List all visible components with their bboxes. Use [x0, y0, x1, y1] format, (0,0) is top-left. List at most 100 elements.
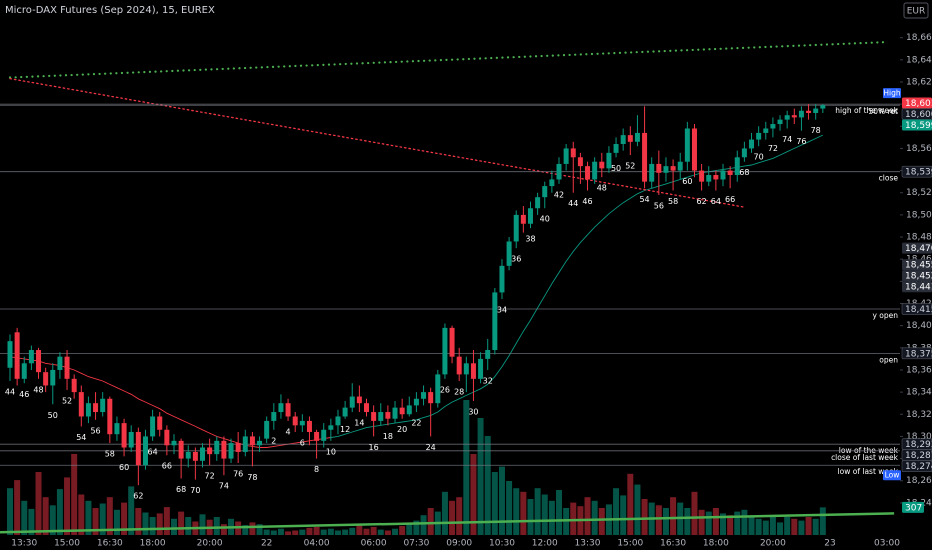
volume-bar [556, 490, 563, 535]
candle-body [563, 148, 569, 164]
candle-body [570, 148, 576, 158]
currency-box[interactable] [903, 2, 929, 19]
y-tick-label: 18,520 [906, 188, 932, 198]
volume-bar [56, 489, 63, 535]
candle-body [135, 431, 141, 466]
bar-count: 70 [754, 153, 764, 162]
y-tick-label: 18,620 [906, 77, 932, 87]
axis-tag-label: 18,601 [905, 99, 932, 109]
axis-tag [902, 281, 932, 293]
candle-body [150, 416, 156, 437]
volume-bar [406, 524, 413, 535]
bar-count: 50 [611, 164, 621, 173]
volume-bar [170, 518, 177, 535]
bar-count: 16 [369, 443, 379, 452]
candle-body [713, 175, 719, 180]
chart-title: Micro-DAX Futures (Sep 2024), 15, EUREX [5, 5, 215, 16]
volume-bar [484, 436, 491, 535]
candle-body [43, 372, 49, 386]
volume-bar [506, 481, 513, 535]
candle-body [50, 369, 56, 386]
volume-bar [156, 513, 163, 535]
candle-body [28, 350, 34, 364]
axis-tag [901, 165, 932, 178]
candles [7, 104, 826, 486]
volume-bar [755, 518, 762, 535]
volume-bar [327, 528, 334, 535]
overlays [0, 40, 895, 534]
candle-body [813, 108, 819, 113]
y-tick-label: 18,340 [906, 388, 932, 398]
bar-count: 68 [739, 168, 749, 177]
volume-bar [598, 508, 605, 535]
axis-tag [902, 97, 932, 109]
currency[interactable]: EUR [907, 7, 926, 17]
bar-count: 72 [768, 144, 778, 153]
candle-body [684, 128, 690, 162]
y-tick-label: 18,560 [906, 144, 932, 154]
volume-tag [902, 501, 924, 513]
level-name: y open [872, 311, 898, 320]
candle-body [620, 135, 626, 144]
volume-bar [570, 502, 577, 535]
candle-body [392, 407, 398, 419]
candle-body [356, 396, 362, 404]
y-tick-label: 18,400 [906, 321, 932, 331]
bar-count: 12 [340, 425, 350, 434]
volume-bar [7, 488, 13, 535]
volume-bar [185, 517, 192, 535]
bar-count: 56 [654, 201, 664, 210]
volume-bar [277, 528, 284, 535]
bar-count: 26 [440, 385, 450, 394]
bar-count: 36 [511, 255, 521, 264]
marker-label: Low [885, 471, 900, 480]
axis-tag [902, 270, 932, 282]
bar-count: 60 [682, 177, 692, 186]
candle-body [642, 132, 648, 182]
bar-count: 72 [205, 472, 215, 481]
candle-body [663, 166, 669, 173]
candle-body [456, 356, 462, 375]
bar-count: 70 [190, 486, 200, 495]
moving-average [330, 134, 823, 438]
candle-body [613, 143, 619, 153]
axis-tag-label: 18,455 [905, 261, 932, 271]
axis-tag-label: 18,287 [905, 451, 932, 461]
y-tick-label: 18,260 [906, 476, 932, 486]
bar-count: 66 [162, 462, 172, 471]
candle-body [820, 105, 826, 109]
volume-bar [220, 524, 227, 535]
x-tick-label: 22 [261, 539, 272, 549]
x-tick-label: 06:00 [361, 539, 387, 549]
marker-tag [883, 470, 901, 481]
y-tick-label: 18,360 [906, 365, 932, 375]
candle-body [428, 392, 434, 404]
candle-body [171, 440, 177, 446]
candle-body [784, 115, 790, 120]
volume-bar [420, 515, 427, 535]
volume-bar [285, 531, 292, 535]
bar-count: 54 [639, 195, 649, 204]
x-tick-label: 15:00 [54, 539, 80, 549]
bar-count: 56 [90, 426, 100, 435]
volume-bar [491, 472, 498, 535]
volume-bar [163, 507, 170, 535]
x-tick-label: 18:00 [140, 539, 166, 549]
candle-body [399, 407, 405, 415]
candle-body [449, 327, 455, 357]
candle-body [349, 396, 355, 408]
candle-body [121, 423, 127, 448]
volume-bar [306, 527, 313, 535]
bar-count: 76 [796, 137, 806, 146]
candle-body [542, 186, 548, 198]
candle-body [798, 110, 804, 118]
candle-body [492, 292, 498, 351]
bar-count: 8 [314, 465, 319, 474]
candle-body [763, 128, 769, 133]
volume-bar [199, 514, 206, 535]
candle-body [741, 148, 747, 158]
x-tick-label: 16:30 [97, 539, 123, 549]
x-tick-label: 12:00 [532, 539, 558, 549]
candle-body [207, 447, 213, 455]
